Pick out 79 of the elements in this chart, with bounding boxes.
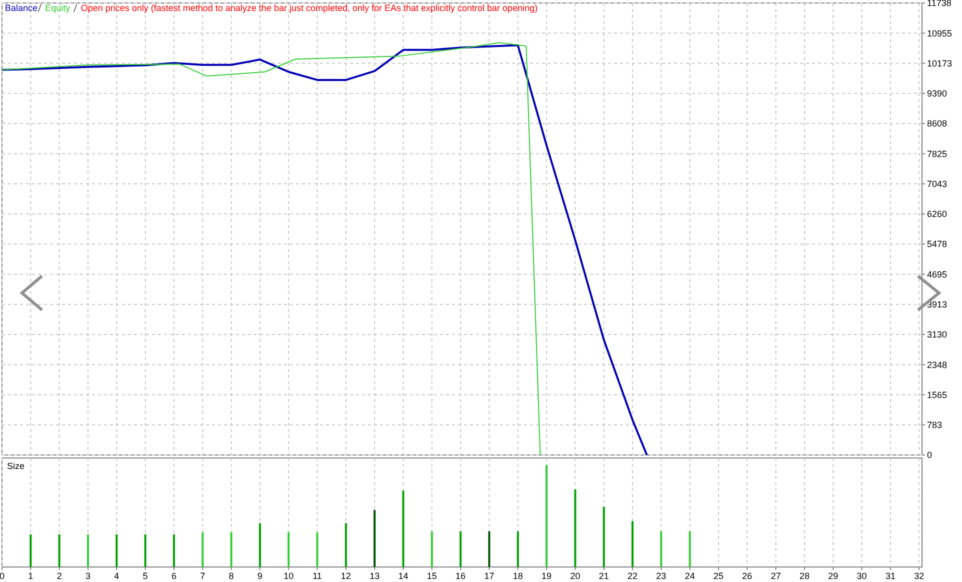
text: Equity: [45, 3, 71, 13]
bar: [202, 532, 204, 567]
bar: [86, 534, 89, 567]
y-tick-label: 5478: [927, 239, 948, 250]
y-tick-label: 783: [927, 420, 942, 430]
x-tick-label: 29: [828, 571, 838, 581]
y-tick-label: 8608: [927, 118, 948, 129]
line-series: [1, 44, 648, 456]
x-tick-label: 10: [284, 571, 294, 581]
y-tick-label: 7825: [927, 148, 948, 159]
y-tick-label: 1565: [927, 390, 948, 400]
bar: [632, 521, 634, 567]
y-tick-label: 3130: [927, 330, 948, 340]
bar: [488, 531, 490, 567]
bar: [144, 534, 146, 567]
x-tick-label: 21: [598, 571, 609, 581]
x-tick-label: 2: [56, 571, 62, 581]
y-tick-label: 9390: [927, 88, 948, 99]
x-tick-label: 11: [312, 571, 322, 581]
y-tick-label: 7043: [927, 178, 948, 189]
x-tick-label: 32: [914, 571, 924, 581]
bar: [660, 531, 662, 567]
y-tick-label: 10173: [927, 58, 952, 68]
bar: [30, 534, 32, 567]
x-tick-label: 18: [512, 571, 523, 581]
x-tick-label: 16: [456, 571, 466, 581]
x-tick-label: 15: [426, 571, 437, 581]
bar: [460, 531, 462, 567]
bar: [546, 465, 548, 567]
x-tick-label: 4: [114, 571, 120, 581]
x-tick-label: 26: [742, 571, 752, 581]
x-tick-label: 28: [799, 571, 810, 581]
x-tick-label: 17: [484, 571, 494, 581]
annotation: Open prices only (fastest method to analyze the bar just completed, only for EAs that explicitly control bar opening): [80, 3, 538, 13]
y-tick-label: 2348: [927, 360, 948, 370]
x-tick-label: 7: [200, 571, 206, 581]
bar: [288, 532, 290, 567]
x-tick-label: 20: [570, 571, 580, 581]
bar: [374, 510, 376, 567]
text: Balance: [5, 3, 38, 13]
x-tick-label: 14: [398, 571, 408, 581]
x-tick-label: 24: [684, 571, 695, 581]
bar: [430, 531, 433, 567]
y-tick-label: 0: [927, 450, 932, 460]
x-tick-label: 25: [714, 571, 724, 581]
bar: [402, 490, 404, 567]
y-tick-label: 4695: [927, 269, 948, 280]
bar: [602, 506, 605, 567]
bar: [230, 532, 232, 567]
bar: [116, 534, 118, 567]
bar: [58, 534, 60, 567]
bar: [316, 532, 318, 567]
line-series: [2, 42, 541, 456]
x-tick-label: 27: [770, 571, 781, 581]
bar: [688, 531, 691, 567]
x-tick-label: 13: [370, 571, 380, 581]
x-tick-label: 9: [257, 571, 262, 581]
chart-title: Size: [7, 461, 25, 471]
y-tick-label: 10955: [927, 28, 952, 38]
x-tick-label: 31: [885, 571, 896, 581]
x-tick-label: 19: [542, 571, 552, 581]
bar: [172, 534, 175, 567]
y-tick-label: 11738: [927, 0, 952, 8]
x-tick-label: 8: [228, 571, 234, 581]
x-tick-label: 6: [171, 571, 176, 581]
x-tick-label: 0: [0, 571, 5, 581]
y-tick-label: 3913: [927, 299, 948, 310]
bar: [574, 489, 576, 567]
x-tick-label: 22: [628, 571, 638, 581]
x-tick-label: 30: [856, 571, 867, 581]
y-tick-label: 6260: [927, 209, 948, 220]
bar: [344, 523, 347, 567]
x-tick-label: 1: [28, 571, 34, 581]
x-tick-label: 3: [85, 571, 90, 581]
x-tick-label: 23: [656, 571, 666, 581]
x-tick-label: 12: [340, 571, 351, 581]
bar: [258, 523, 261, 567]
x-tick-label: 5: [142, 571, 148, 581]
bar: [516, 531, 519, 567]
